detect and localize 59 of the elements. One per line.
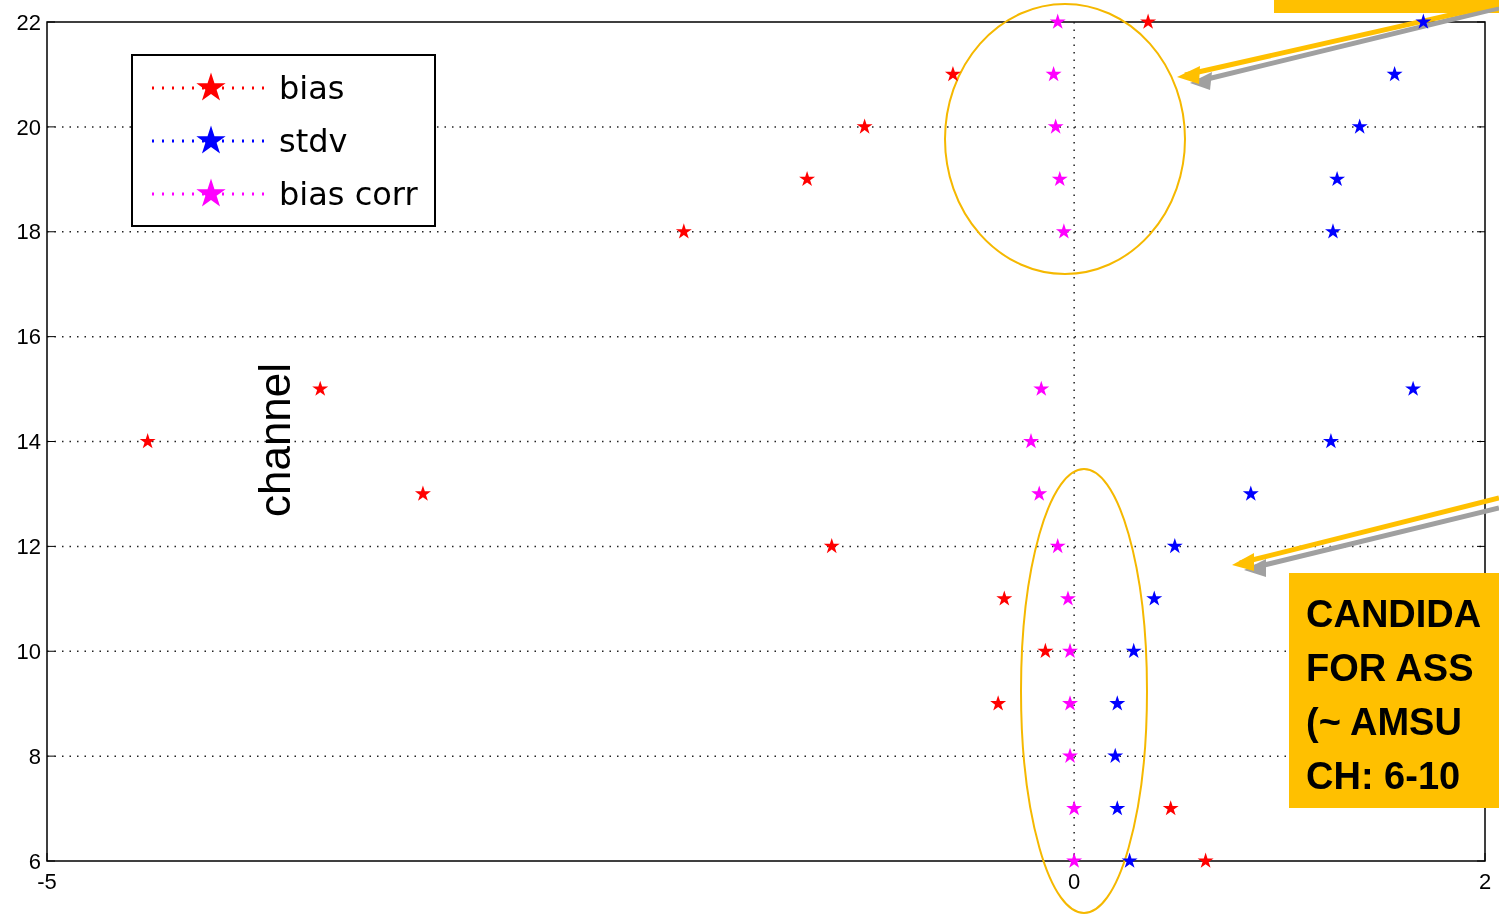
y-tick-label: 16 (16, 324, 41, 350)
point (1351, 118, 1368, 134)
point (1023, 433, 1039, 449)
point (1066, 800, 1083, 816)
point (1049, 13, 1066, 29)
point (1055, 223, 1072, 239)
point (1109, 695, 1126, 711)
point (1062, 747, 1079, 763)
point (1033, 380, 1050, 396)
point (1107, 747, 1124, 763)
point (1121, 852, 1138, 868)
point (944, 66, 961, 82)
point (1386, 66, 1403, 82)
point (1415, 13, 1432, 29)
point (1049, 537, 1066, 554)
point (1322, 433, 1339, 449)
point (414, 485, 431, 501)
point (1405, 380, 1422, 396)
y-tick-label: 14 (16, 429, 41, 455)
point (1045, 66, 1062, 82)
point (823, 537, 840, 554)
point (1162, 800, 1179, 816)
point (1059, 590, 1076, 606)
point (1125, 642, 1142, 659)
point (1062, 695, 1079, 711)
y-tick-label: 10 (16, 638, 41, 664)
point (1051, 170, 1068, 187)
legend-label: stdv (279, 122, 348, 161)
annotation: CANDIDA FOR ASS (~ AMSU CH: 6-10 (1306, 593, 1482, 797)
y-tick-label: 12 (16, 534, 41, 560)
point (1324, 223, 1341, 239)
point (799, 170, 816, 187)
point (996, 590, 1013, 606)
point (312, 380, 329, 396)
y-axis-title: channel (250, 362, 299, 518)
point (1146, 590, 1163, 606)
point (1037, 642, 1054, 659)
point (1242, 485, 1259, 501)
point (1062, 642, 1079, 659)
y-tick-label: 20 (16, 114, 41, 140)
point (1109, 800, 1126, 816)
point (1031, 485, 1048, 501)
point (1140, 13, 1157, 29)
y-tick-label: 18 (16, 219, 41, 245)
y-tick-label: 22 (16, 9, 41, 35)
point (990, 695, 1007, 711)
point (1197, 852, 1214, 868)
legend-label: bias (279, 69, 345, 108)
point (1166, 537, 1183, 554)
point (1066, 852, 1083, 868)
point (1047, 118, 1064, 134)
y-tick-label: 8 (28, 743, 41, 769)
x-tick-label: 2 (1478, 869, 1492, 894)
legend-label: bias corr (279, 175, 419, 214)
point (675, 223, 692, 239)
point (856, 118, 873, 134)
point (139, 433, 156, 449)
x-tick-label: 0 (1068, 869, 1081, 894)
point (1329, 170, 1346, 187)
